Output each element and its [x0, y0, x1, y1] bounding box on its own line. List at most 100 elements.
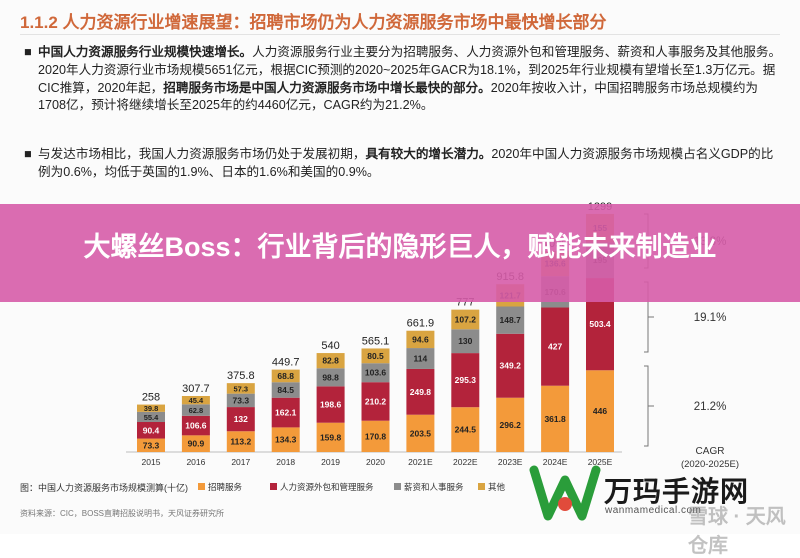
x-tick-label: 2022E	[453, 457, 478, 467]
bar-segment-4	[271, 369, 300, 383]
watermark-subtext: 雪球 · 天风仓库	[688, 506, 786, 557]
segment-value-label: 203.5	[410, 428, 432, 438]
segment-value-label: 249.8	[410, 387, 432, 397]
segment-value-label: 162.1	[275, 408, 297, 418]
body-text: 与发达市场相比，我国人力资源服务市场仍处于发展初期，	[38, 147, 366, 161]
bar-segment-2	[226, 407, 255, 432]
bullet-icon: ■	[24, 147, 32, 161]
paragraph-gdp-share: ■ 与发达市场相比，我国人力资源服务市场仍处于发展初期，具有较大的增长潜力。20…	[24, 146, 784, 182]
segment-value-label: 80.5	[367, 351, 384, 361]
chart-title: 图：中国人力资源服务市场规模测算(十亿)	[20, 482, 188, 493]
bar-segment-1	[137, 438, 165, 452]
bar-segment-2	[361, 382, 390, 421]
segment-value-label: 98.8	[322, 372, 339, 382]
bar-segment-1	[541, 385, 570, 452]
segment-value-label: 73.3	[143, 440, 160, 450]
bar-segment-2	[137, 422, 165, 439]
banner-headline: 大螺丝Boss：行业背后的隐形巨人，赋能未来制造业	[83, 232, 717, 262]
segment-value-label: 90.9	[188, 439, 205, 449]
bar-segment-2	[496, 333, 525, 398]
legend-swatch	[270, 483, 277, 490]
cagr-bracket	[644, 365, 649, 447]
segment-value-label: 446	[593, 406, 607, 416]
bar-segment-1	[361, 420, 390, 452]
bar-segment-4	[181, 395, 210, 405]
x-tick-label: 2021E	[408, 457, 433, 467]
bar-segment-3	[137, 411, 165, 423]
x-tick-label: 2024E	[543, 457, 568, 467]
segment-value-label: 45.4	[189, 396, 204, 405]
total-value-label: 375.8	[227, 370, 255, 382]
segment-value-label: 130	[458, 336, 472, 346]
segment-value-label: 170.8	[365, 431, 387, 441]
bar-segment-1	[316, 422, 345, 452]
bar-segment-3	[271, 382, 300, 398]
segment-value-label: 503.4	[589, 319, 611, 329]
bar-segment-3	[361, 363, 390, 383]
bar-segment-4	[137, 404, 165, 412]
x-tick-label: 2023E	[498, 457, 523, 467]
segment-value-label: 84.5	[277, 385, 294, 395]
bar-segment-1	[451, 407, 480, 452]
segment-value-label: 55.4	[144, 413, 159, 422]
paragraph-market-growth: ■ 中国人力资源服务行业规模快速增长。人力资源服务行业主要分为招聘服务、人力资源…	[24, 44, 784, 115]
bar-segment-3	[316, 368, 345, 387]
page-title: 1.1.2 人力资源行业增速展望：招聘市场仍为人力资源服务市场中最快增长部分	[20, 13, 607, 32]
segment-value-label: 82.8	[322, 356, 339, 366]
segment-value-label: 295.3	[455, 375, 477, 385]
total-value-label: 258	[142, 392, 160, 404]
x-tick-label: 2017	[231, 457, 250, 467]
bar-segment-2	[271, 397, 300, 428]
legend-label: 人力资源外包和管理服务	[280, 482, 374, 492]
body-text: 人力资源服务行业主要分为招聘服务、人力资源外包和管理服务、薪资和人事服务及其他服…	[38, 45, 782, 95]
cagr-value-label: 19.1%	[694, 312, 727, 324]
segment-value-label: 349.2	[500, 361, 522, 371]
segment-value-label: 114	[414, 354, 428, 364]
bar-segment-1	[406, 414, 435, 452]
bar-segment-1	[496, 397, 525, 452]
bold-lead: 中国人力资源服务行业规模快速增长。	[38, 45, 253, 59]
paragraph-body: 与发达市场相比，我国人力资源服务市场仍处于发展初期，具有较大的增长潜力。2020…	[38, 146, 784, 182]
legend-swatch	[198, 483, 205, 490]
overlay-banner: 大螺丝Boss：行业背后的隐形巨人，赋能未来制造业	[0, 204, 800, 302]
segment-value-label: 90.4	[143, 425, 160, 435]
bar-segment-3	[226, 393, 255, 408]
paragraph-body: 中国人力资源服务行业规模快速增长。人力资源服务行业主要分为招聘服务、人力资源外包…	[38, 44, 784, 115]
segment-value-label: 198.6	[320, 400, 342, 410]
legend-label: 其他	[488, 482, 506, 492]
total-value-label: 661.9	[407, 318, 435, 330]
bar-segment-2	[541, 307, 570, 386]
segment-value-label: 296.2	[500, 420, 522, 430]
segment-value-label: 107.2	[455, 314, 477, 324]
segment-value-label: 106.6	[185, 421, 207, 431]
bar-segment-4	[316, 353, 345, 369]
cagr-period: (2020-2025E)	[681, 459, 739, 470]
bar-segment-1	[181, 435, 210, 452]
cagr-caption: CAGR	[696, 446, 725, 457]
segment-value-label: 73.3	[233, 395, 250, 405]
x-tick-label: 2018	[276, 457, 295, 467]
watermark-url: wanmamedical.com	[605, 505, 702, 516]
x-tick-label: 2015	[142, 457, 161, 467]
body-text: 2020年中国人力资源服务市场规模占名义GDP的比例为0.6%，均低于英国的1.…	[38, 147, 774, 179]
bold-highlight: 招聘服务市场是中国人力资源服务市场中增长最快的部分。	[163, 80, 491, 95]
total-value-label: 540	[321, 340, 339, 352]
total-value-label: 565.1	[362, 335, 390, 347]
body-text: 2020年按收入计，中国招聘服务市场总规模约为1708亿，预计将继续增长至202…	[38, 80, 759, 113]
segment-value-label: 57.3	[233, 384, 248, 393]
bar-segment-1	[226, 431, 255, 452]
cagr-value-label: 21.2%	[694, 401, 727, 413]
bar-segment-4	[226, 383, 255, 394]
segment-value-label: 39.8	[144, 404, 159, 413]
legend-label: 招聘服务	[208, 482, 243, 492]
total-value-label: 307.7	[182, 383, 210, 395]
segment-value-label: 132	[234, 414, 248, 424]
segment-value-label: 62.8	[189, 406, 204, 415]
bar-segment-3	[406, 348, 435, 369]
segment-value-label: 148.7	[500, 315, 522, 325]
bar-segment-4	[406, 330, 435, 349]
source-note: 资料来源：CIC，BOSS直聘招股说明书，天风证券研究所	[20, 509, 225, 518]
bar-segment-2	[406, 368, 435, 415]
x-tick-label: 2019	[321, 457, 340, 467]
segment-value-label: 427	[548, 342, 562, 352]
